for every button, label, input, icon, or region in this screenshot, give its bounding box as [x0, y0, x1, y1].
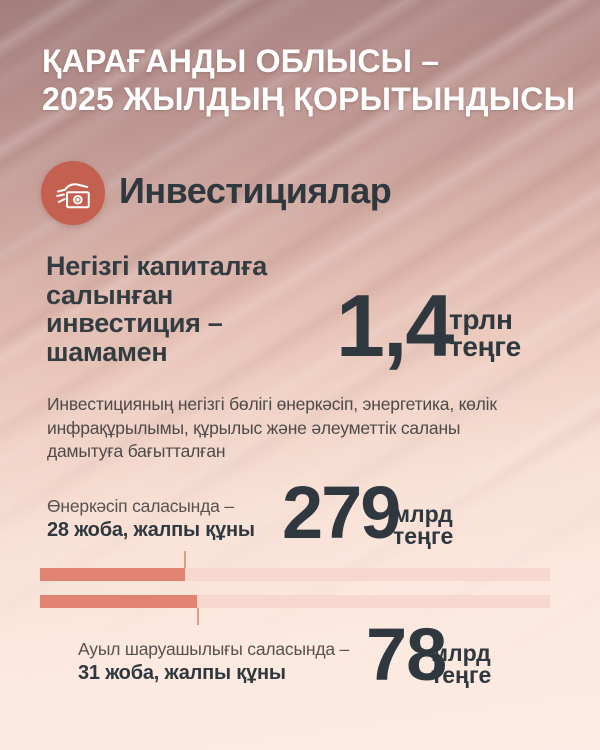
industry-stat-unit-line2: теңге: [393, 523, 454, 549]
agriculture-stat-unit: млрд теңге: [431, 640, 492, 688]
headline-line3: инвестиция –: [46, 308, 223, 338]
agriculture-stat-label: Ауыл шаруашылығы саласында – 31 жоба, жа…: [78, 638, 349, 685]
headline-line4: шамамен: [46, 336, 168, 367]
agriculture-stat-unit-line1: млрд: [431, 640, 491, 666]
page-title-line1: ҚАРАҒАНДЫ ОБЛЫСЫ –: [42, 43, 440, 79]
agriculture-progress-bar-fill: [40, 595, 198, 608]
industry-progress-bar-fill: [40, 568, 185, 581]
headline-line2: салынған: [46, 279, 174, 310]
industry-stat-label-line2: 28 жоба, жалпы құны: [47, 519, 255, 541]
description-line1: Инвестицияның негізгі бөлігі өнеркәсіп, …: [47, 394, 497, 414]
industry-stat-unit: млрд теңге: [393, 501, 454, 549]
section-title: Инвестициялар: [119, 170, 392, 211]
industry-progress-bar: [40, 568, 550, 581]
main-stat-value: 1,4: [336, 276, 454, 375]
industry-stat-label: Өнеркәсіп саласында – 28 жоба, жалпы құн…: [47, 495, 255, 542]
industry-stat-unit-line1: млрд: [393, 501, 453, 527]
main-stat-unit-line1: трлн: [449, 304, 513, 335]
main-stat-unit: трлн теңге: [449, 304, 521, 362]
description-line3: дамытуға бағытталған: [47, 441, 226, 461]
description-text: Инвестицияның негізгі бөлігі өнеркәсіп, …: [47, 393, 497, 464]
agriculture-stat-unit-line2: теңге: [431, 662, 492, 688]
page-title: ҚАРАҒАНДЫ ОБЛЫСЫ – 2025 ЖЫЛДЫҢ ҚОРЫТЫНДЫ…: [42, 42, 575, 118]
page-title-line2: 2025 ЖЫЛДЫҢ ҚОРЫТЫНДЫСЫ: [42, 81, 576, 117]
agriculture-bar-leader-line: [197, 608, 199, 625]
main-stat-unit-line2: теңге: [449, 331, 521, 362]
headline-line1: Негізгі капиталға: [46, 251, 267, 281]
industry-stat-value: 279: [282, 471, 401, 554]
industry-stat-label-line1: Өнеркәсіп саласында –: [47, 496, 234, 516]
industry-bar-leader-line: [184, 551, 186, 568]
agriculture-stat-value: 78: [366, 613, 447, 696]
money-in-hand-icon: [41, 161, 105, 225]
description-line2: инфрақұрылымы, құрылыс және әлеуметтік с…: [47, 417, 461, 438]
agriculture-stat-label-line2: 31 жоба, жалпы құны: [78, 662, 286, 684]
headline-text: Негізгі капиталға салынған инвестиция – …: [46, 252, 267, 366]
agriculture-progress-bar: [40, 595, 550, 608]
agriculture-stat-label-line1: Ауыл шаруашылығы саласында –: [78, 639, 350, 659]
